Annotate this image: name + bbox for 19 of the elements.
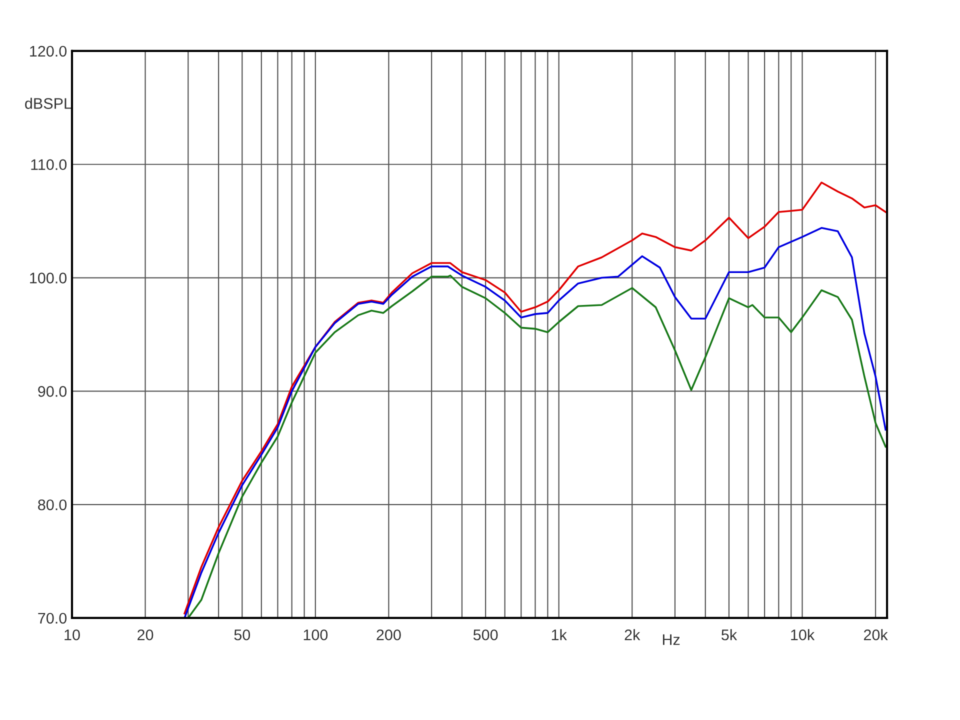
x-tick-label: 200 — [376, 629, 401, 640]
y-tick-label: 70.0 — [38, 612, 67, 624]
y-tick-label: 100.0 — [30, 272, 67, 284]
x-tick-label: 50 — [234, 629, 250, 640]
x-tick-label: 1k — [552, 629, 567, 640]
x-axis-title: Hz — [662, 634, 680, 645]
x-tick-label: 20k — [864, 629, 888, 640]
y-tick-label: 80.0 — [38, 499, 67, 510]
y-tick-label: 90.0 — [38, 386, 67, 397]
y-tick-label: 120.0 — [30, 46, 67, 57]
y-tick-label: 110.0 — [31, 159, 67, 170]
x-tick-label: 10k — [791, 629, 815, 640]
y-axis-title: dBSPL — [25, 98, 72, 109]
x-tick-label: 100 — [304, 629, 328, 640]
x-tick-label: 10 — [64, 629, 80, 640]
x-tick-label: 500 — [473, 629, 498, 640]
x-tick-label: 5k — [722, 629, 738, 640]
x-tick-label: 2k — [624, 629, 640, 640]
x-tick-label: 20 — [138, 629, 154, 640]
